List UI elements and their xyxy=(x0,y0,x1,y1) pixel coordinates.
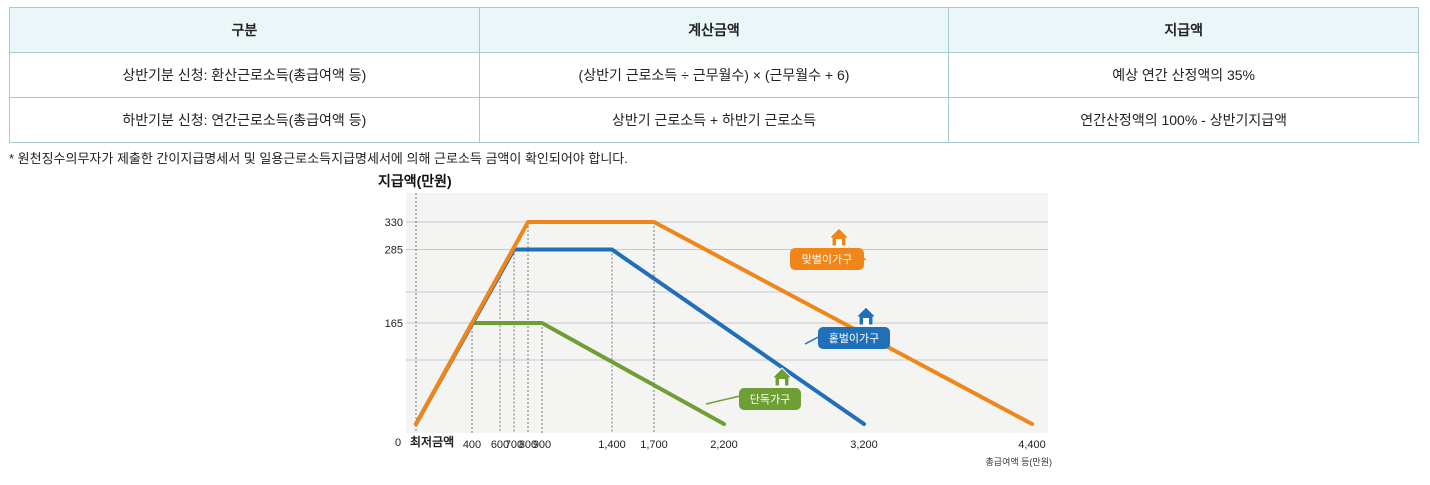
y-tick-label: 330 xyxy=(385,217,403,229)
x-tick-label: 700 xyxy=(505,439,523,451)
table-cell: (상반기 근로소득 ÷ 근무월수) × (근무월수 + 6) xyxy=(478,52,950,98)
origin-label: 0 xyxy=(395,437,401,449)
callout-leader xyxy=(705,395,741,405)
series-line xyxy=(414,220,1034,426)
series-label-box xyxy=(818,327,890,349)
legend-label: 맞벌이가구 xyxy=(802,253,853,266)
house-door xyxy=(779,379,785,386)
x-tick-label: 400 xyxy=(463,439,481,451)
x-tick-label: 1,400 xyxy=(598,439,626,451)
min-wage-label: 최저금액 xyxy=(410,434,454,449)
x-axis-title: 총급여액 등(만원) xyxy=(986,456,1052,467)
x-tick-label: 600 xyxy=(491,439,509,451)
series-label-box xyxy=(739,388,801,410)
legend-label: 단독가구 xyxy=(750,393,790,406)
table-cell: 연간산정액의 100% - 상반기지급액 xyxy=(948,97,1419,143)
x-tick-label: 800 xyxy=(519,439,537,451)
table-cell: 예상 연간 산정액의 35% xyxy=(948,52,1419,98)
house-door xyxy=(836,239,842,246)
x-tick-label: 4,400 xyxy=(1018,439,1046,451)
house-icon xyxy=(770,367,794,387)
plot-area xyxy=(406,193,1048,433)
table-cell: 상반기 근로소득 + 하반기 근로소득 xyxy=(478,97,950,143)
house-door xyxy=(863,318,869,325)
house-icon xyxy=(854,306,878,326)
y-tick-label: 285 xyxy=(385,245,403,257)
x-tick-label: 2,200 xyxy=(710,439,738,451)
y-tick-label: 165 xyxy=(385,318,403,330)
y-axis-title: 지급액(만원) xyxy=(378,173,452,189)
header-payment: 지급액 xyxy=(948,7,1419,53)
footnote: * 원천징수의무자가 제출한 간이지급명세서 및 일용근로소득지급명세서에 의해… xyxy=(9,151,628,166)
header-calculation: 계산금액 xyxy=(478,7,950,53)
series-label-box xyxy=(790,248,864,270)
x-tick-label: 900 xyxy=(533,439,551,451)
payment-table: 구분 계산금액 지급액 상반기분 신청: 환산근로소득(총급여액 등) (상반기… xyxy=(9,7,1419,143)
table-row: 하반기분 신청: 연간근로소득(총급여액 등) 상반기 근로소득 + 하반기 근… xyxy=(9,97,1419,143)
table-cell: 상반기분 신청: 환산근로소득(총급여액 등) xyxy=(9,52,480,98)
table-row: 상반기분 신청: 환산근로소득(총급여액 등) (상반기 근로소득 ÷ 근무월수… xyxy=(9,52,1419,98)
x-tick-label: 3,200 xyxy=(850,439,878,451)
header-category: 구분 xyxy=(9,7,480,53)
table-cell: 하반기분 신청: 연간근로소득(총급여액 등) xyxy=(9,97,480,143)
house-icon xyxy=(827,227,851,247)
x-tick-label: 1,700 xyxy=(640,439,668,451)
legend-label: 홑벌이가구 xyxy=(829,332,880,345)
